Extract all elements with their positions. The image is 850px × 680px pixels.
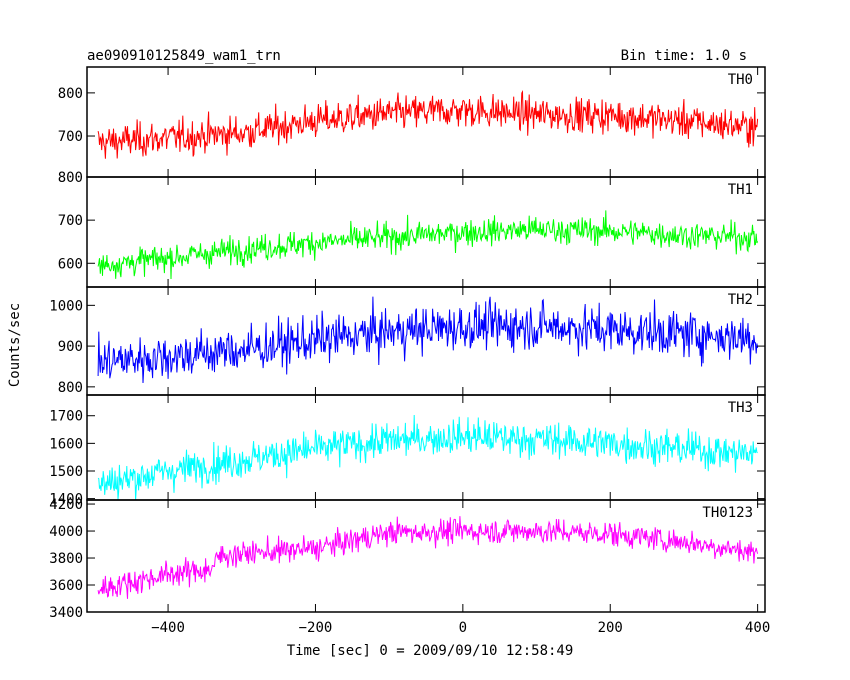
series-th2-line xyxy=(97,296,759,384)
series-th3-line xyxy=(97,414,758,500)
y-tick-label: 3800 xyxy=(49,551,83,567)
y-tick-label: 900 xyxy=(58,339,83,355)
chart-title-right: Bin time: 1.0 s xyxy=(621,48,747,64)
y-tick-label: 600 xyxy=(58,256,83,272)
series-name-label: TH0 xyxy=(728,72,753,88)
y-tick-label: 1700 xyxy=(49,409,83,425)
y-tick-label: 800 xyxy=(58,170,83,186)
y-tick-label: 1500 xyxy=(49,464,83,480)
y-tick-label: 3600 xyxy=(49,578,83,594)
x-tick-label: 200 xyxy=(598,620,623,636)
y-tick-label: 4200 xyxy=(49,497,83,513)
chart-title-left: ae090910125849_wam1_trn xyxy=(87,48,281,64)
series-name-label: TH0123 xyxy=(702,505,753,521)
series-name-label: TH3 xyxy=(728,400,753,416)
y-tick-label: 1600 xyxy=(49,436,83,452)
y-tick-label: 800 xyxy=(58,380,83,396)
y-tick-label: 700 xyxy=(58,213,83,229)
y-tick-label: 700 xyxy=(58,129,83,145)
y-tick-label: 1400 xyxy=(49,492,83,508)
series-th0123-line xyxy=(97,516,759,599)
y-tick-label: 800 xyxy=(58,86,83,102)
y-tick-label: 4000 xyxy=(49,524,83,540)
y-tick-label: 1000 xyxy=(49,298,83,314)
series-th1-line xyxy=(97,210,759,280)
x-tick-label: 400 xyxy=(745,620,770,636)
x-tick-label: −400 xyxy=(151,620,185,636)
x-tick-label: −200 xyxy=(299,620,333,636)
series-name-label: TH1 xyxy=(728,182,753,198)
panel-frame-th0 xyxy=(86,66,766,178)
x-axis-label: Time [sec] 0 = 2009/09/10 12:58:49 xyxy=(287,643,574,659)
y-tick-label: 3400 xyxy=(49,605,83,621)
y-axis-label: Counts/sec xyxy=(7,303,23,387)
x-tick-label: 0 xyxy=(459,620,467,636)
panels-group: 700 800 TH0 600 700 800 TH1 800 900 1000 TH2 1400 15… xyxy=(49,66,770,636)
series-name-label: TH2 xyxy=(728,292,753,308)
series-th0-line xyxy=(97,90,759,159)
panel-frame-th0123 xyxy=(86,499,766,613)
